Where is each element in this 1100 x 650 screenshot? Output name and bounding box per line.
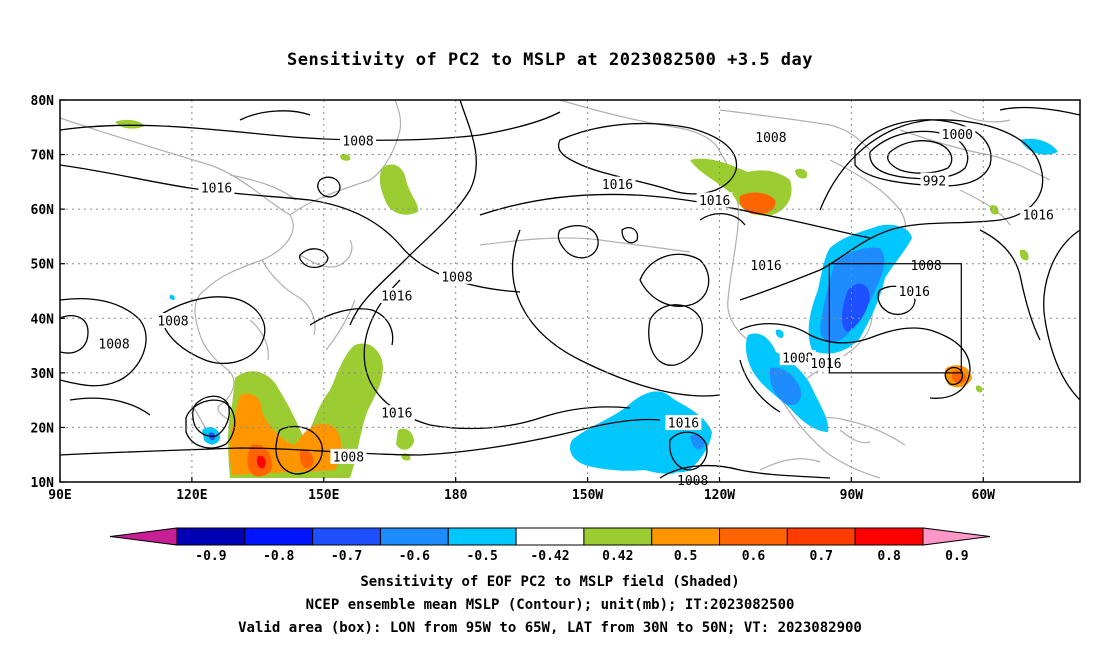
contour-label-bg	[340, 132, 377, 148]
contour-label-bg	[807, 355, 844, 371]
contour-label-bg	[1020, 207, 1057, 223]
valid-area-box	[828, 263, 962, 374]
caption-valid-area: Valid area (box): LON from 95W to 65W, L…	[238, 620, 862, 636]
contour-label: 1016	[1023, 209, 1054, 224]
colorbar-low-triangle	[109, 527, 178, 546]
contour-label-bg	[748, 257, 785, 273]
sensitivity-shading	[115, 119, 1058, 478]
contour-label: 1016	[381, 289, 412, 304]
colorbar-segment	[854, 527, 924, 546]
colorbar-label: 0.42	[602, 549, 633, 564]
lat-tick-label: 10N	[31, 476, 55, 491]
colorbar-segment	[515, 527, 585, 546]
lon-tick-label: 120W	[704, 488, 735, 503]
contour-label: 1008	[98, 337, 129, 352]
map-frame	[59, 99, 1081, 483]
lat-tick-label: 60N	[31, 203, 55, 218]
contour-label-bg	[198, 179, 235, 195]
lon-tick-label: 150E	[308, 488, 339, 503]
colorbar-segment	[447, 527, 517, 546]
colorbar-label: 0.9	[945, 549, 968, 564]
colorbar-label: 0.8	[877, 549, 901, 564]
contour-label: 1008	[755, 131, 786, 146]
contour-label-bg	[696, 192, 733, 208]
contour-label-bg	[154, 313, 191, 329]
contour-label: 1016	[381, 407, 412, 422]
contour-label: 1016	[602, 178, 633, 193]
lon-tick-label: 120E	[176, 488, 207, 503]
colorbar-label: 0.5	[674, 549, 697, 564]
colorbar-label: -0.42	[530, 549, 569, 564]
colorbar-high-triangle	[922, 527, 991, 546]
lat-tick-label: 70N	[31, 149, 55, 164]
lon-tick-label: 60W	[972, 488, 996, 503]
colorbar-label: -0.5	[467, 549, 498, 564]
colorbar-label: -0.6	[399, 549, 430, 564]
lon-tick-label: 150W	[572, 488, 603, 503]
colorbar-label: 0.7	[810, 549, 833, 564]
contour-label: 1016	[750, 259, 781, 274]
contour-label-bg	[779, 350, 816, 366]
caption-shading: Sensitivity of EOF PC2 to MSLP field (Sh…	[360, 574, 740, 590]
colorbar: -0.9 -0.8 -0.7 -0.6 -0.5 -0.42 0.42 0.5 0.6 0.7 0.…	[109, 527, 991, 564]
contour-label-bg	[330, 448, 367, 464]
contour-label: 992	[923, 174, 946, 189]
contour-label-bg	[378, 405, 415, 421]
lat-lon-grid	[60, 100, 1080, 482]
colorbar-segment	[651, 527, 721, 546]
contour-label-bg	[665, 415, 702, 431]
contour-label: 1008	[910, 259, 941, 274]
colorbar-label: -0.9	[195, 549, 226, 564]
lon-tick-label: 90E	[48, 488, 71, 503]
contour-label-bg	[96, 335, 133, 351]
caption-contour: NCEP ensemble mean MSLP (Contour); unit(…	[305, 597, 795, 613]
lon-tick-label: 180	[444, 488, 468, 503]
lat-tick-label: 20N	[31, 421, 55, 436]
contour-label-bg	[920, 172, 949, 188]
contour-label: 1016	[810, 357, 841, 372]
contour-label: 1016	[668, 417, 699, 432]
colorbar-label: 0.6	[742, 549, 766, 564]
contour-label: 1008	[441, 270, 472, 285]
colorbar-label: -0.7	[331, 549, 362, 564]
contour-label-bg	[908, 257, 945, 273]
contour-label-bg	[599, 176, 636, 192]
figure-title: Sensitivity of PC2 to MSLP at 2023082500…	[286, 50, 813, 70]
lon-tick-label: 90W	[840, 488, 864, 503]
contour-label: 1008	[157, 315, 188, 330]
contour-label: 1016	[699, 194, 730, 209]
contour-label-bg	[378, 287, 415, 303]
contour-label: 1016	[201, 181, 232, 196]
colorbar-segment	[379, 527, 449, 546]
colorbar-segment	[244, 527, 314, 546]
lat-tick-label: 80N	[31, 94, 55, 109]
mslp-contours	[60, 100, 1080, 479]
colorbar-segment	[176, 527, 246, 546]
contour-label: 1000	[942, 128, 973, 143]
lat-tick-label: 50N	[31, 258, 55, 273]
contour-label-bg	[674, 472, 711, 488]
contour-label-bg	[939, 126, 976, 142]
contour-label: 1016	[899, 285, 930, 300]
lat-tick-label: 30N	[31, 367, 55, 382]
colorbar-label: -0.8	[263, 549, 294, 564]
contour-label-bg	[896, 283, 933, 299]
contour-label: 1008	[342, 134, 373, 149]
colorbar-segment	[719, 527, 788, 546]
contour-label: 1008	[333, 450, 364, 465]
contour-label-bg	[439, 268, 476, 284]
lat-tick-label: 40N	[31, 312, 55, 327]
colorbar-segment	[583, 527, 653, 546]
colorbar-segment	[312, 527, 381, 546]
contour-label: 1008	[782, 352, 813, 367]
colorbar-segment	[786, 527, 856, 546]
contour-label-bg	[752, 129, 789, 145]
